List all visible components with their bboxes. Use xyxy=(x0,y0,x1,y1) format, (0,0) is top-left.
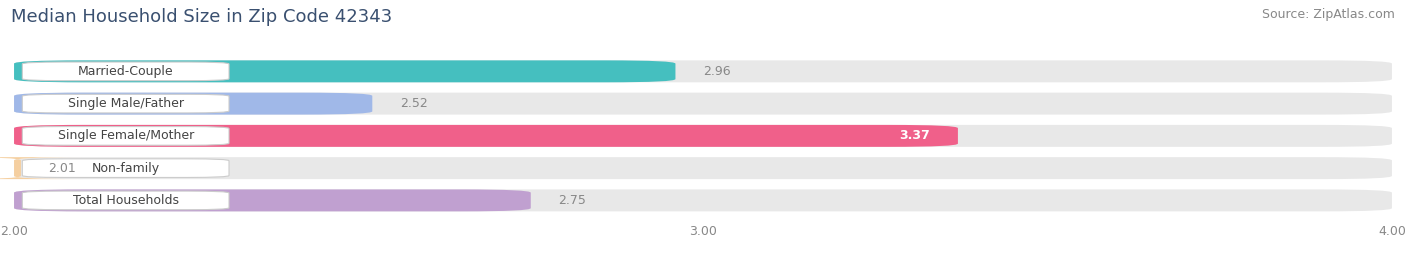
FancyBboxPatch shape xyxy=(22,191,229,210)
FancyBboxPatch shape xyxy=(0,157,83,179)
FancyBboxPatch shape xyxy=(14,60,1392,82)
Text: 2.01: 2.01 xyxy=(48,162,76,175)
FancyBboxPatch shape xyxy=(14,157,1392,179)
Text: 3.37: 3.37 xyxy=(900,129,931,142)
Text: Median Household Size in Zip Code 42343: Median Household Size in Zip Code 42343 xyxy=(11,8,392,26)
FancyBboxPatch shape xyxy=(22,159,229,177)
Text: 2.75: 2.75 xyxy=(558,194,586,207)
FancyBboxPatch shape xyxy=(14,93,1392,115)
FancyBboxPatch shape xyxy=(14,125,1392,147)
Text: Total Households: Total Households xyxy=(73,194,179,207)
Text: Married-Couple: Married-Couple xyxy=(77,65,173,78)
Text: Source: ZipAtlas.com: Source: ZipAtlas.com xyxy=(1261,8,1395,21)
Text: 2.96: 2.96 xyxy=(703,65,731,78)
FancyBboxPatch shape xyxy=(14,189,1392,211)
Text: 2.52: 2.52 xyxy=(399,97,427,110)
Text: Single Female/Mother: Single Female/Mother xyxy=(58,129,194,142)
FancyBboxPatch shape xyxy=(14,60,675,82)
FancyBboxPatch shape xyxy=(14,93,373,115)
FancyBboxPatch shape xyxy=(14,189,530,211)
Text: Non-family: Non-family xyxy=(91,162,160,175)
FancyBboxPatch shape xyxy=(14,125,957,147)
FancyBboxPatch shape xyxy=(22,126,229,145)
Text: Single Male/Father: Single Male/Father xyxy=(67,97,184,110)
FancyBboxPatch shape xyxy=(22,94,229,113)
FancyBboxPatch shape xyxy=(22,62,229,81)
